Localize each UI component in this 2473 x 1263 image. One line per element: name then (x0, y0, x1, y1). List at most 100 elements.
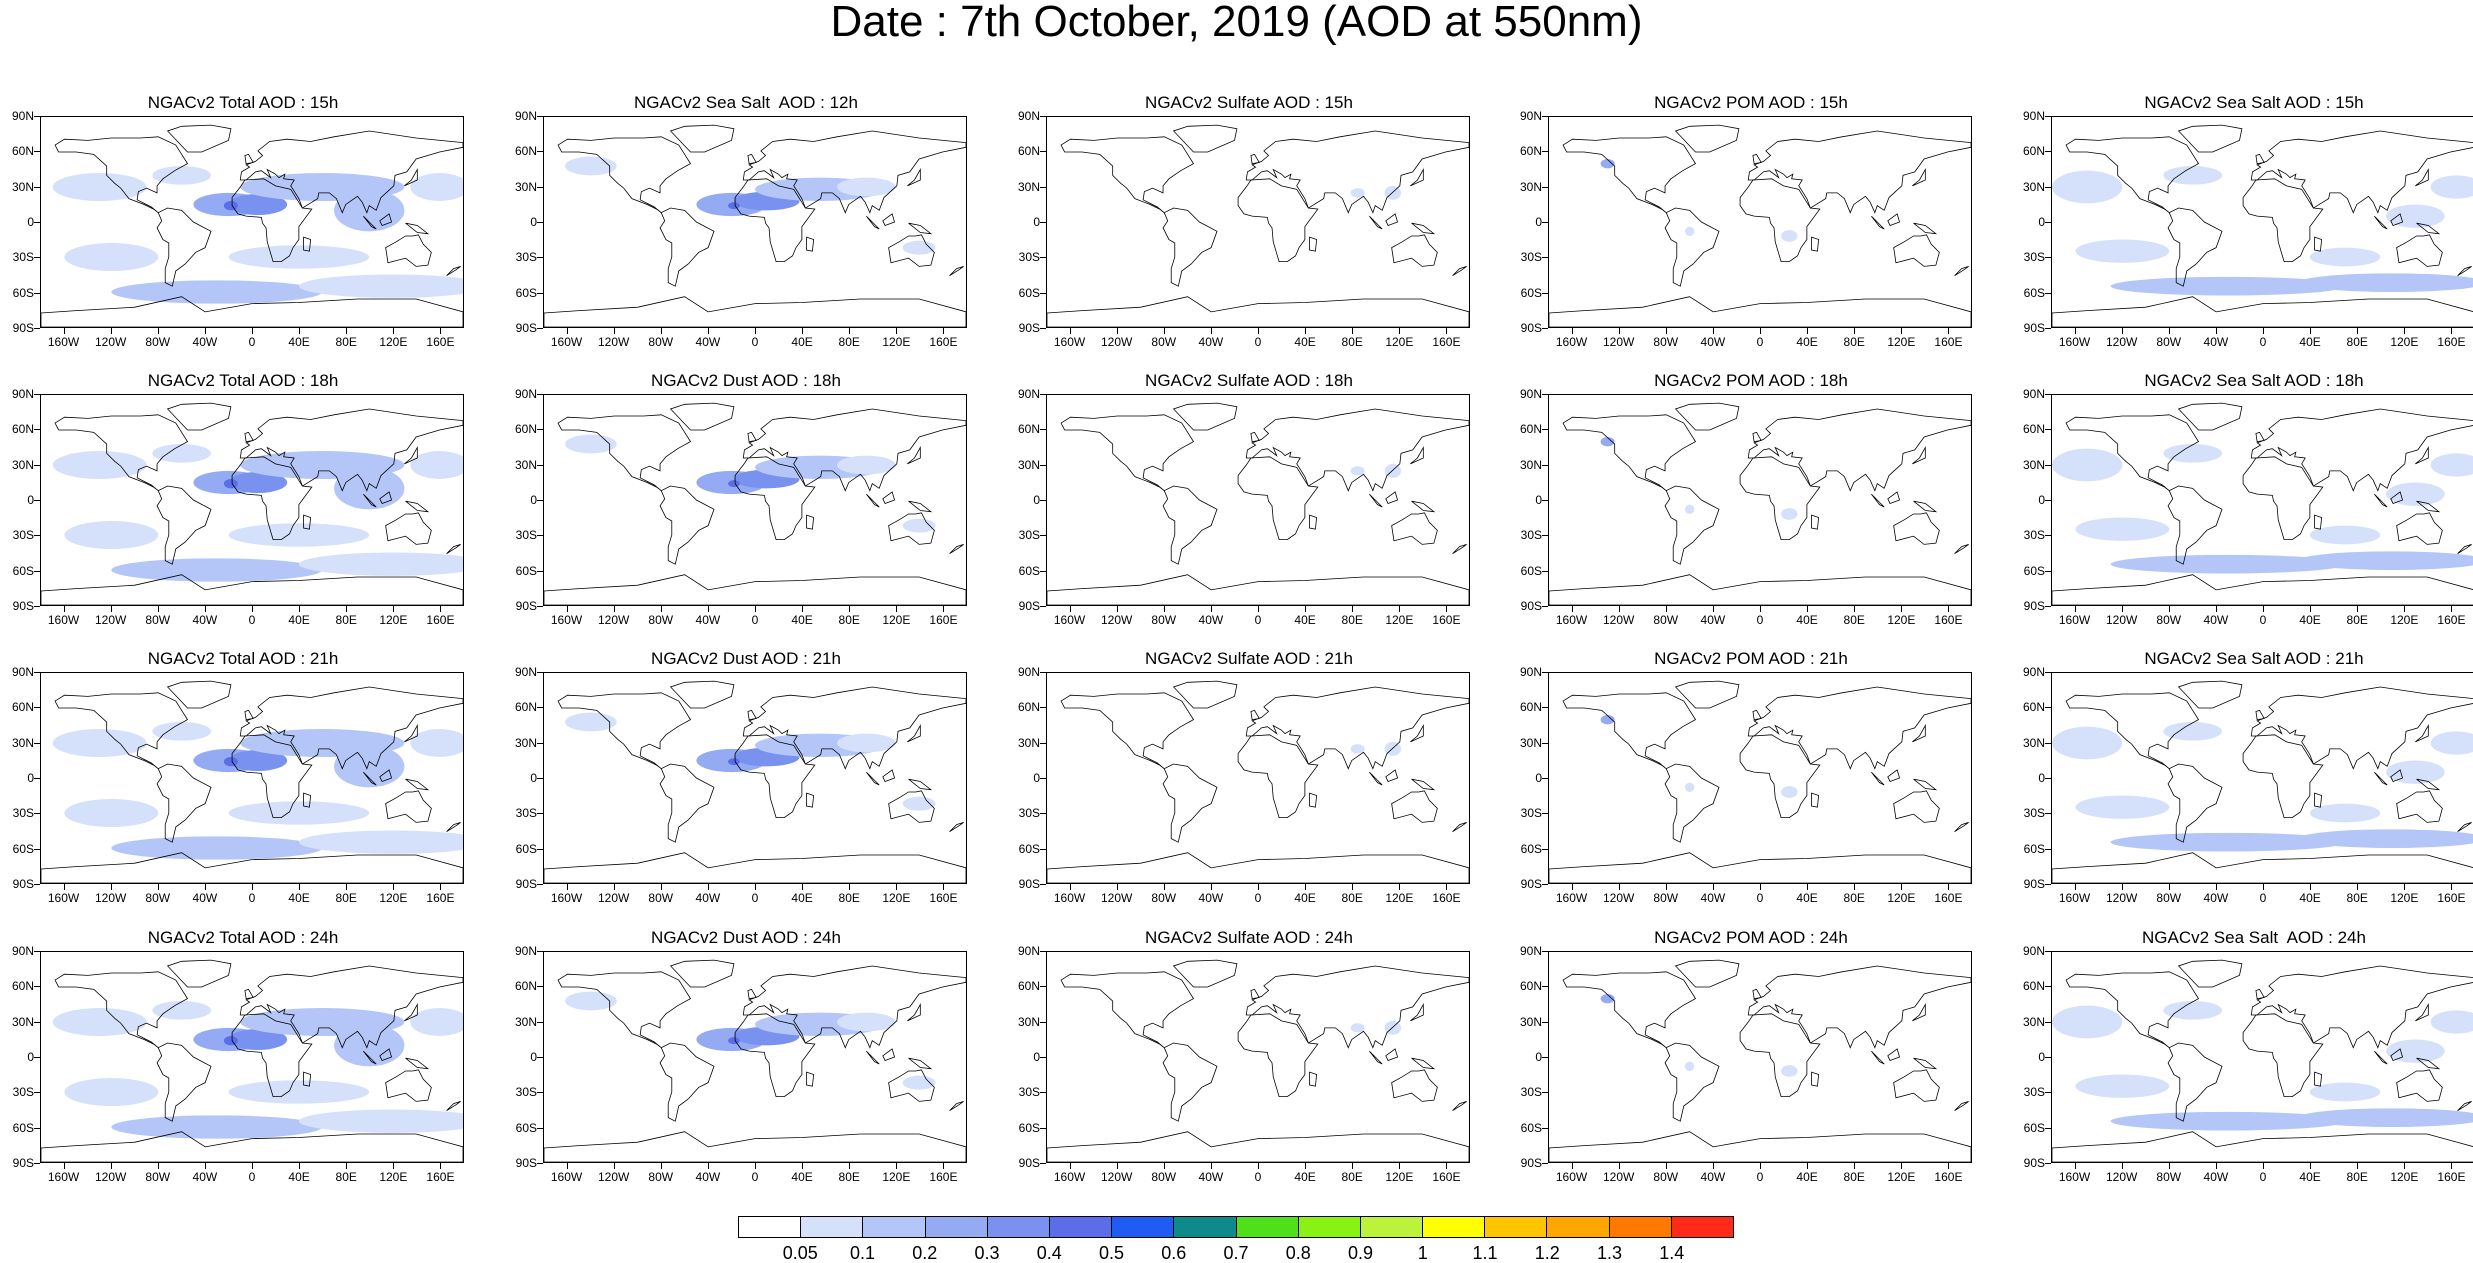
coastline-new-zealand (1954, 1101, 1969, 1112)
longitude-tick (2074, 1163, 2076, 1169)
longitude-label: 80E (1843, 335, 1865, 349)
latitude-label: 30S (2023, 806, 2045, 821)
coastline-borneo (379, 769, 393, 782)
coastline-uk (1752, 431, 1762, 443)
longitude-tick (157, 328, 159, 334)
coastline-sumatra (1871, 771, 1885, 786)
coastline-japan (1410, 1002, 1424, 1022)
longitude-tick (2357, 606, 2359, 612)
coastline-south-america (156, 1042, 212, 1122)
aod-field (64, 799, 159, 827)
longitude-label: 0 (1756, 1170, 1764, 1184)
longitude-label: 0 (248, 1170, 256, 1184)
coastline-eurasia (2250, 965, 2473, 1049)
coastline-australia (2396, 1069, 2443, 1102)
longitude-label: 120E (1385, 891, 1414, 905)
longitude-label: 0 (2259, 891, 2267, 905)
longitude-tick (299, 328, 301, 334)
coastline-antarctica (544, 852, 966, 883)
latitude-label: 60S (1520, 841, 1542, 856)
map-panel-sulfate: NGACv2 Sulfate AOD : 24h 90N 60N 30N 0 30S 60S… (1006, 928, 1470, 1198)
longitude-label: 160W (1555, 1170, 1588, 1184)
latitude-tick (34, 606, 40, 607)
latitude-tick (2045, 778, 2051, 779)
coastline-new-zealand (1452, 1101, 1467, 1112)
coastline-new-zealand (949, 822, 964, 833)
coastline-uk (244, 988, 254, 1000)
latitude-tick (1542, 464, 1548, 466)
latitude-tick (1040, 394, 1046, 395)
latitude-label: 30S (12, 250, 34, 265)
longitude-tick (566, 1163, 568, 1169)
latitude-label: 60N (11, 700, 34, 715)
latitude-tick (1040, 951, 1046, 952)
coastline-new-guinea (405, 222, 430, 235)
latitude-label: 30S (1018, 250, 1040, 265)
coastline-borneo (1385, 1048, 1399, 1061)
longitude-tick (1665, 328, 1667, 334)
coastline-greenland (2177, 959, 2243, 988)
panel-title: NGACv2 Sea Salt AOD : 21h (2144, 649, 2364, 668)
latitude-tick (1040, 328, 1046, 329)
aod-map (544, 124, 966, 327)
longitude-label: 160E (1432, 891, 1461, 905)
latitude-tick (2045, 257, 2051, 259)
latitude-tick (1040, 742, 1046, 744)
coastline-south-america (1664, 1042, 1720, 1122)
longitude-tick (1571, 884, 1573, 890)
longitude-label: 40E (2299, 1170, 2321, 1184)
latitude-tick (1542, 1163, 1548, 1164)
aod-field (111, 558, 323, 582)
longitude-label: 160E (1432, 335, 1461, 349)
latitude-label: 90N (514, 387, 537, 401)
coastline-new-zealand (1452, 822, 1467, 833)
aod-field (837, 455, 896, 475)
coastline-madagascar (1309, 1071, 1318, 1087)
aod-map (1047, 124, 1469, 327)
aod-map (41, 402, 463, 605)
aod-field (902, 240, 936, 255)
longitude-tick (1399, 884, 1401, 890)
longitude-label: 120E (882, 891, 911, 905)
latitude-tick (2045, 742, 2051, 744)
coastline-sumatra (866, 215, 880, 230)
aod-field (64, 243, 159, 271)
coastline-sumatra (1871, 215, 1885, 230)
latitude-tick (537, 1127, 543, 1129)
aod-field (902, 796, 936, 811)
coastline-greenland (2177, 124, 2243, 153)
latitude-tick (537, 151, 543, 153)
coastline-new-zealand (2457, 544, 2472, 555)
longitude-tick (660, 1163, 662, 1169)
longitude-tick (1258, 884, 1259, 890)
coastline-antarctica (2052, 574, 2473, 605)
longitude-label: 160W (550, 613, 583, 627)
latitude-label: 60S (12, 563, 34, 578)
latitude-tick (1542, 429, 1548, 431)
latitude-tick (2045, 986, 2051, 988)
coastline-new-zealand (949, 266, 964, 277)
latitude-label: 30N (11, 1014, 34, 1029)
coastline-greenland (1172, 959, 1238, 988)
latitude-tick (34, 813, 40, 815)
latitude-label: 60N (2022, 422, 2045, 437)
longitude-label: 160W (1053, 613, 1086, 627)
coastline-uk (1250, 431, 1260, 443)
aod-field (2110, 1111, 2346, 1131)
coastline-greenland (1172, 124, 1238, 153)
coastline-madagascar (2314, 514, 2323, 530)
longitude-label: 40W (1700, 613, 1726, 627)
map-plot-area (2051, 672, 2473, 884)
longitude-tick (252, 328, 253, 334)
longitude-tick (1760, 328, 1761, 334)
colorbar-box (1298, 1217, 1361, 1237)
longitude-label: 160E (2437, 613, 2466, 627)
longitude-label: 0 (1756, 613, 1764, 627)
aod-field (1350, 466, 1365, 476)
longitude-tick (2215, 606, 2217, 612)
longitude-label: 80W (1653, 335, 1679, 349)
latitude-label: 60N (11, 422, 34, 437)
latitude-tick (537, 222, 543, 223)
longitude-label: 120W (597, 891, 630, 905)
longitude-tick (346, 606, 348, 612)
